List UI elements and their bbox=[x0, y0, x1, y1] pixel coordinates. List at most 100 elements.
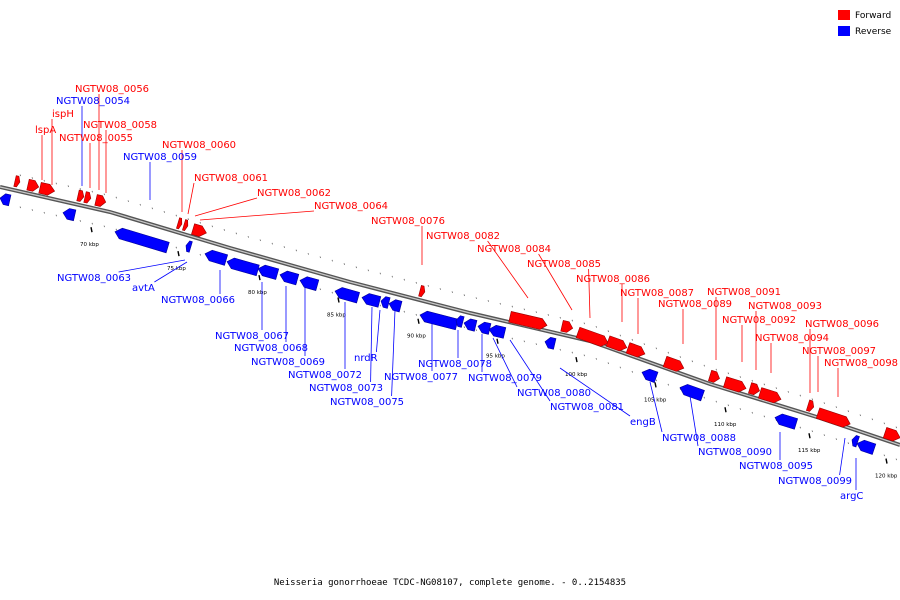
reverse-gene-arrow bbox=[641, 368, 659, 383]
gene-label: ispH bbox=[52, 109, 74, 120]
strand-legend: Forward Reverse bbox=[838, 10, 892, 37]
gene-label: NGTW08_0089 bbox=[658, 299, 732, 310]
forward-gene-arrow bbox=[748, 382, 760, 396]
forward-gene-arrow bbox=[758, 387, 782, 404]
label-leader-line bbox=[689, 395, 699, 447]
gene-label: NGTW08_0080 bbox=[517, 388, 591, 399]
label-leader-line bbox=[559, 367, 631, 417]
gene-label: NGTW08_0056 bbox=[75, 84, 149, 95]
gene-label: NGTW08_0079 bbox=[468, 373, 542, 384]
reverse-gene-arrow bbox=[774, 413, 799, 430]
gene-label: NGTW08_0090 bbox=[698, 447, 772, 458]
kbp-tick-mark bbox=[724, 407, 727, 413]
gene-label: engB bbox=[630, 417, 656, 428]
label-leader-line bbox=[649, 381, 663, 433]
reverse-gene-arrow bbox=[185, 240, 193, 253]
gene-label: NGTW08_0077 bbox=[384, 372, 458, 383]
reverse-gene-arrow bbox=[257, 264, 280, 280]
label-leader-line bbox=[492, 337, 518, 388]
reverse-gene-arrow bbox=[856, 439, 877, 455]
label-leader-line bbox=[154, 261, 188, 283]
gene-labels: lspA ispH NGTW08_0054 NGTW08_0055 NGTW08_005… bbox=[35, 84, 898, 502]
reverse-gene-arrow bbox=[679, 384, 705, 402]
kbp-tick-label: 80 kbp bbox=[248, 290, 267, 296]
reverse-gene-arrow bbox=[226, 257, 260, 277]
reverse-gene-arrow bbox=[455, 315, 465, 328]
forward-gene-arrow bbox=[662, 355, 685, 372]
gene-label: NGTW08_0084 bbox=[477, 244, 551, 255]
forward-gene-arrow bbox=[418, 285, 426, 298]
gene-label: NGTW08_0066 bbox=[161, 295, 235, 306]
gene-label: NGTW08_0082 bbox=[426, 231, 500, 242]
forward-gene-arrow bbox=[560, 320, 574, 333]
reverse-legend-swatch bbox=[838, 26, 850, 36]
forward-gene-arrow bbox=[625, 342, 646, 358]
gene-label: NGTW08_0093 bbox=[748, 301, 822, 312]
reverse-gene-arrow bbox=[380, 296, 391, 309]
label-leader-line bbox=[509, 339, 551, 402]
reverse-gene-arrow bbox=[204, 249, 229, 266]
forward-gene-arrow bbox=[176, 217, 183, 230]
reverse-gene-arrow bbox=[544, 337, 557, 350]
forward-legend-swatch bbox=[838, 10, 850, 20]
gene-label: NGTW08_0068 bbox=[234, 343, 308, 354]
gene-label: NGTW08_0059 bbox=[123, 152, 197, 163]
gene-label: NGTW08_0078 bbox=[418, 359, 492, 370]
kbp-tick-mark bbox=[654, 382, 657, 388]
kbp-tick-mark bbox=[90, 227, 93, 233]
genome-caption: Neisseria gonorrhoeae TCDC-NG08107, comp… bbox=[273, 578, 627, 588]
label-leader-line bbox=[391, 309, 396, 397]
kbp-tick-mark bbox=[417, 318, 420, 324]
forward-gene-arrow bbox=[815, 407, 851, 428]
reverse-gene-arrow bbox=[0, 193, 12, 207]
reverse-gene-arrow bbox=[114, 227, 170, 254]
label-leader-line bbox=[487, 240, 529, 299]
gene-label: NGTW08_0094 bbox=[755, 333, 829, 344]
reverse-gene-arrow bbox=[419, 310, 459, 331]
label-leader-line bbox=[839, 437, 846, 476]
kbp-tick-label: 100 kbp bbox=[565, 372, 588, 378]
gene-label: NGTW08_0081 bbox=[550, 402, 624, 413]
forward-gene-arrow bbox=[708, 369, 720, 383]
gene-label: NGTW08_0060 bbox=[162, 140, 236, 151]
label-leader-line bbox=[538, 253, 573, 311]
gene-label: argC bbox=[840, 491, 863, 502]
kbp-tick-mark bbox=[337, 297, 340, 303]
gene-label: NGTW08_0086 bbox=[576, 274, 650, 285]
gene-label: NGTW08_0075 bbox=[330, 397, 404, 408]
kbp-tick-mark bbox=[177, 250, 180, 257]
reverse-gene-arrow bbox=[477, 321, 492, 335]
reverse-gene-arrow bbox=[334, 287, 360, 304]
label-leader-line bbox=[588, 268, 591, 319]
gene-label: NGTW08_0062 bbox=[257, 188, 331, 199]
gene-label: NGTW08_0099 bbox=[778, 476, 852, 487]
kbp-tick-label: 115 kbp bbox=[798, 448, 821, 454]
forward-gene-arrow bbox=[191, 223, 207, 237]
label-leader-line bbox=[376, 309, 381, 353]
kbp-tick-label: 70 kbp bbox=[80, 242, 99, 248]
label-leader-line bbox=[187, 182, 195, 215]
kbp-tick-mark bbox=[808, 433, 811, 439]
kbp-tick-mark bbox=[885, 458, 888, 464]
kbp-tick-label: 105 kbp bbox=[644, 397, 667, 403]
forward-gene-arrow bbox=[38, 182, 56, 196]
forward-gene-arrow bbox=[723, 376, 747, 393]
label-leader-line bbox=[199, 210, 315, 221]
forward-gene-arrow bbox=[882, 427, 900, 442]
gene-label: NGTW08_0069 bbox=[251, 357, 325, 368]
kbp-tick-label: 120 kbp bbox=[875, 474, 898, 480]
gene-label: NGTW08_0092 bbox=[722, 315, 796, 326]
forward-gene-arrow bbox=[94, 194, 107, 207]
gene-label: NGTW08_0097 bbox=[802, 346, 876, 357]
reverse-gene-arrow bbox=[279, 270, 300, 286]
gene-label: NGTW08_0096 bbox=[805, 319, 879, 330]
gene-label: nrdR bbox=[354, 353, 378, 364]
gene-label: NGTW08_0067 bbox=[215, 331, 289, 342]
gene-label: NGTW08_0073 bbox=[309, 383, 383, 394]
gene-label: NGTW08_0072 bbox=[288, 370, 362, 381]
gene-label: NGTW08_0061 bbox=[194, 173, 268, 184]
kbp-tick-mark bbox=[258, 274, 261, 281]
label-leader-line bbox=[194, 197, 258, 217]
gene-label: NGTW08_0076 bbox=[371, 216, 445, 227]
label-leaders bbox=[41, 94, 857, 490]
